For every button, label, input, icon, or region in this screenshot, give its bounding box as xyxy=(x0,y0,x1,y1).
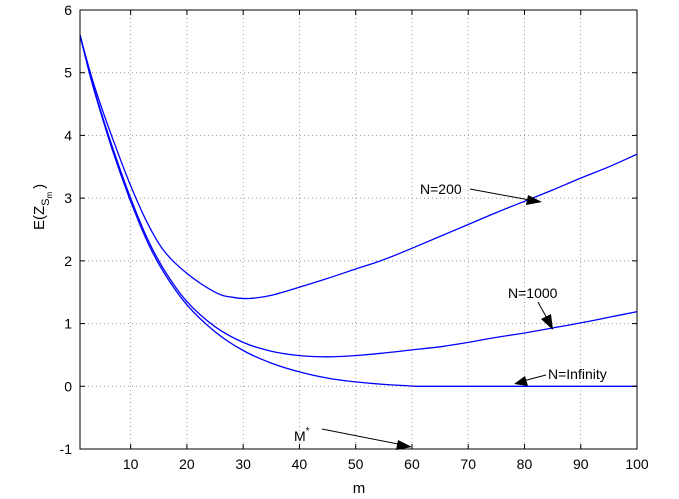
annotation-ninf: N=Infinity xyxy=(548,366,607,382)
annotation-n200: N=200 xyxy=(420,181,462,197)
x-tick-label: 80 xyxy=(517,456,533,472)
y-axis-label-sub: S xyxy=(40,198,52,205)
x-tick-label: 50 xyxy=(348,456,364,472)
arrow-ninf-head xyxy=(514,376,528,386)
y-tick-label: 0 xyxy=(64,378,72,394)
y-tick-label: 4 xyxy=(64,127,72,143)
y-tick-label: 3 xyxy=(64,190,72,206)
x-tick-label: 90 xyxy=(573,456,589,472)
x-axis-label: m xyxy=(353,480,366,497)
arrow-n1000-head xyxy=(541,314,553,330)
arrow-n200-head xyxy=(526,195,542,205)
x-tick-label: 30 xyxy=(235,456,251,472)
y-tick-label: 6 xyxy=(64,2,72,18)
annotation-n1000: N=1000 xyxy=(508,285,558,301)
x-tick-label: 10 xyxy=(123,456,139,472)
annotation-mstar: M* xyxy=(294,426,310,444)
series-line-1 xyxy=(79,34,638,358)
y-tick-label: -1 xyxy=(60,441,73,457)
plot-frame xyxy=(79,9,638,450)
series-group xyxy=(79,34,638,387)
arrow-n200-line xyxy=(469,188,536,202)
arrow-mstar-head xyxy=(396,440,412,450)
y-tick-label: 2 xyxy=(64,253,72,269)
arrow-mstar-line xyxy=(321,428,404,446)
arrow-ninf-line xyxy=(522,374,547,382)
grid xyxy=(80,10,637,449)
annotation-mstar-sup: * xyxy=(306,426,310,437)
x-tick-label: 40 xyxy=(292,456,308,472)
axis-ticks: 10 20 30 40 50 60 70 80 90 100 -1 0 1 2 3 4 5 6 xyxy=(60,2,649,472)
x-tick-label: 20 xyxy=(179,456,195,472)
series-line-0 xyxy=(79,34,638,300)
series-line-2 xyxy=(79,34,637,387)
x-tick-label: 70 xyxy=(460,456,476,472)
x-tick-label: 100 xyxy=(625,456,649,472)
y-tick-label: 1 xyxy=(64,316,72,332)
y-axis-label-subsub: m xyxy=(45,191,54,198)
x-tick-label: 60 xyxy=(404,456,420,472)
y-tick-label: 5 xyxy=(64,65,72,81)
annotations: N=200 N=1000 N=Infinity M* xyxy=(294,181,607,450)
y-axis-label: E(ZSm) xyxy=(31,184,54,230)
y-axis-label-close: ) xyxy=(31,184,48,189)
